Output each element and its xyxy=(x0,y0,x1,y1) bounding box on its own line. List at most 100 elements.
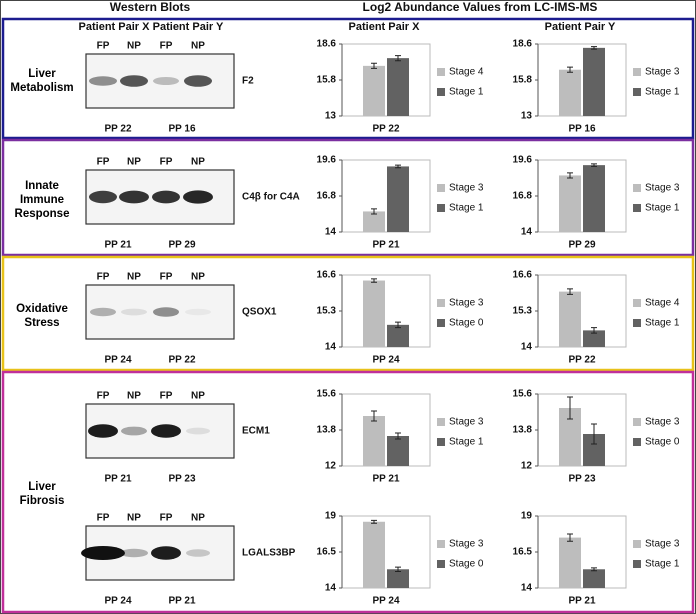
plot-frame xyxy=(341,159,431,233)
y-tick-label: 12 xyxy=(325,461,337,472)
legend-label: Stage 1 xyxy=(449,87,484,98)
blot-band xyxy=(90,307,116,317)
legend-label: Stage 0 xyxy=(449,559,484,570)
protein-name: QSOX1 xyxy=(242,307,277,318)
legend-label: Stage 4 xyxy=(449,67,484,78)
chart-pair-y: Patient Pair Y xyxy=(545,21,616,33)
bar xyxy=(363,521,385,588)
legend-swatch xyxy=(633,560,641,568)
blot-band xyxy=(89,190,117,204)
bar xyxy=(559,175,581,232)
chart-pair-label: PP 21 xyxy=(568,596,595,607)
bar xyxy=(363,416,385,466)
legend-label: Stage 3 xyxy=(645,417,680,428)
legend-swatch xyxy=(633,540,641,548)
plot-frame xyxy=(341,393,431,467)
error-bar xyxy=(567,396,573,420)
panel-label: Liver Metabolism xyxy=(10,67,74,94)
lane-label: NP xyxy=(191,272,205,283)
y-tick-label: 14 xyxy=(521,583,533,594)
lane-label: NP xyxy=(191,391,205,402)
legend-label: Stage 1 xyxy=(645,318,680,329)
plot-frame xyxy=(341,43,431,117)
legend-label: Stage 3 xyxy=(449,298,484,309)
legend-label: Stage 3 xyxy=(645,539,680,550)
chart-pair-label: PP 22 xyxy=(568,355,595,366)
y-tick-label: 13.8 xyxy=(513,425,533,436)
blot-pair-label: PP 22 xyxy=(104,124,131,135)
legend-swatch xyxy=(437,418,445,426)
error-bar xyxy=(591,163,597,167)
blot-pair-label: PP 24 xyxy=(104,596,131,607)
y-tick-label: 15.8 xyxy=(513,75,533,86)
lane-label: NP xyxy=(127,513,141,524)
legend-swatch xyxy=(633,319,641,327)
panel-border xyxy=(1,138,695,257)
y-tick-label: 19 xyxy=(521,511,533,522)
bar xyxy=(583,47,605,116)
legend-swatch xyxy=(633,68,641,76)
blot-band xyxy=(121,426,147,436)
legend-label: Stage 1 xyxy=(645,559,680,570)
legend-label: Stage 1 xyxy=(449,437,484,448)
plot-frame xyxy=(537,43,627,117)
lane-label: NP xyxy=(127,272,141,283)
y-tick-label: 16.6 xyxy=(513,270,533,281)
blot-pair-label: PP 22 xyxy=(168,355,195,366)
error-bar xyxy=(371,410,377,422)
blot-band xyxy=(186,549,210,557)
lane-label: FP xyxy=(97,41,110,52)
y-tick-label: 14 xyxy=(325,342,337,353)
legend-label: Stage 1 xyxy=(449,203,484,214)
bar xyxy=(559,537,581,588)
panel-label: Oxidative Stress xyxy=(16,302,68,329)
error-bar xyxy=(395,566,401,572)
y-tick-label: 15.3 xyxy=(317,306,337,317)
y-tick-label: 16.8 xyxy=(317,191,337,202)
error-bar xyxy=(567,66,573,73)
legend-swatch xyxy=(633,299,641,307)
blot-pair-label: PP 21 xyxy=(104,474,131,485)
blot-band xyxy=(120,75,148,87)
error-bar xyxy=(371,208,377,215)
blot-band xyxy=(81,546,125,560)
y-tick-label: 18.6 xyxy=(513,39,533,50)
bar xyxy=(363,65,385,116)
bar xyxy=(559,69,581,116)
lane-label: NP xyxy=(127,41,141,52)
legend-swatch xyxy=(437,68,445,76)
y-tick-label: 19.6 xyxy=(317,155,337,166)
error-bar xyxy=(395,432,401,440)
lane-label: NP xyxy=(191,513,205,524)
legend-label: Stage 3 xyxy=(449,417,484,428)
plot-frame xyxy=(537,274,627,348)
y-tick-label: 16.6 xyxy=(317,270,337,281)
bar xyxy=(583,434,605,466)
blot-image xyxy=(85,284,235,340)
plot-frame xyxy=(537,515,627,589)
legend-swatch xyxy=(437,319,445,327)
chart-pair-label: PP 16 xyxy=(568,124,595,135)
legend-swatch xyxy=(633,418,641,426)
legend-label: Stage 1 xyxy=(645,203,680,214)
y-tick-label: 19.6 xyxy=(513,155,533,166)
bar xyxy=(387,436,409,466)
bar xyxy=(583,165,605,232)
blot-band xyxy=(186,427,210,435)
y-tick-label: 14 xyxy=(521,342,533,353)
lane-label: NP xyxy=(127,157,141,168)
error-bar xyxy=(395,55,401,62)
bar xyxy=(363,280,385,347)
chart-pair-label: PP 29 xyxy=(568,240,595,251)
error-bar xyxy=(567,288,573,295)
blot-pair-label: PP 29 xyxy=(168,240,195,251)
bar xyxy=(559,291,581,347)
blot-band xyxy=(121,308,147,316)
panel-label: Liver Fibrosis xyxy=(19,481,65,507)
y-tick-label: 15.6 xyxy=(317,389,337,400)
lane-label: FP xyxy=(97,513,110,524)
lane-label: NP xyxy=(191,157,205,168)
blot-pair-label: PP 24 xyxy=(104,355,131,366)
error-bar xyxy=(395,321,401,329)
blot-band xyxy=(184,75,212,87)
